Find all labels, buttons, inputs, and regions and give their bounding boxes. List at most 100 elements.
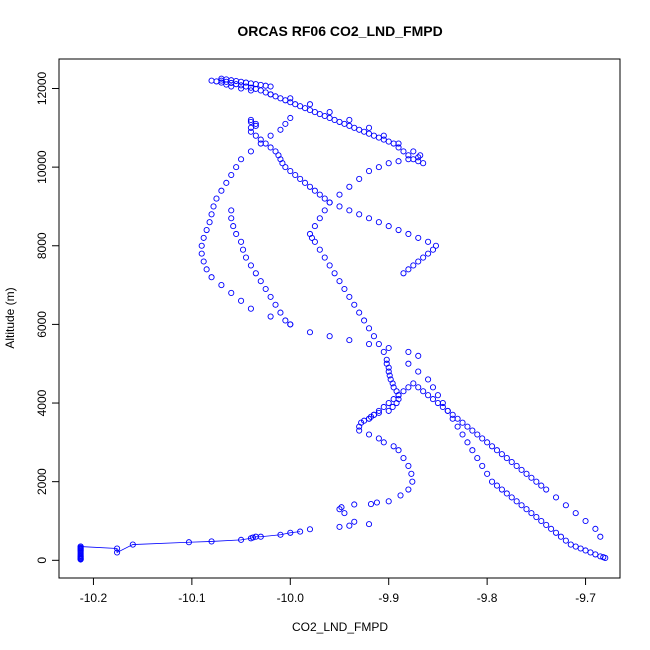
x-tick-label: -10.2 xyxy=(80,591,108,605)
data-series xyxy=(218,75,274,90)
data-point xyxy=(321,207,328,214)
data-point xyxy=(454,423,461,430)
data-point xyxy=(267,144,274,151)
data-point xyxy=(365,521,373,528)
data-point xyxy=(297,528,304,535)
data-point xyxy=(306,329,314,336)
data-point xyxy=(77,543,84,550)
y-tick-label: 12000 xyxy=(35,71,49,105)
data-point xyxy=(238,156,245,163)
data-point xyxy=(380,439,387,446)
data-point xyxy=(257,81,264,88)
data-point xyxy=(375,134,382,141)
data-point xyxy=(321,195,328,202)
data-point xyxy=(415,352,422,359)
data-point xyxy=(277,531,284,538)
data-point xyxy=(434,399,441,407)
data-point xyxy=(198,250,205,257)
data-point xyxy=(218,282,225,289)
data-point xyxy=(346,522,353,529)
data-point xyxy=(341,285,348,293)
data-point xyxy=(228,207,235,214)
data-point xyxy=(429,396,437,403)
data-point xyxy=(230,223,237,230)
y-axis: 0 2000 4000 6000 8000 10000 12000 xyxy=(35,71,60,564)
data-point xyxy=(390,384,397,391)
data-point xyxy=(557,533,564,540)
data-point xyxy=(326,199,333,206)
data-point xyxy=(336,506,343,513)
data-point xyxy=(267,83,274,90)
data-point xyxy=(513,462,520,469)
data-point xyxy=(365,124,373,131)
data-point xyxy=(267,91,274,98)
data-point xyxy=(444,407,451,414)
x-axis: -10.2 -10.1 -10.0 -9.9 -9.8 -9.7 xyxy=(80,577,596,605)
data-point xyxy=(356,126,363,133)
data-point xyxy=(572,543,579,550)
data-point xyxy=(365,215,373,222)
data-point xyxy=(233,164,240,171)
data-point xyxy=(272,148,279,155)
data-point xyxy=(385,399,392,407)
y-tick-label: 8000 xyxy=(35,232,49,259)
data-point xyxy=(311,187,318,194)
data-point xyxy=(242,79,250,86)
data-point xyxy=(577,545,584,552)
data-point xyxy=(385,138,392,145)
data-point xyxy=(336,203,343,210)
data-point xyxy=(365,415,373,422)
data-point xyxy=(272,93,279,100)
data-point xyxy=(386,372,393,379)
data-point xyxy=(425,238,432,245)
data-point xyxy=(365,431,373,438)
y-tick-label: 4000 xyxy=(35,389,49,416)
data-line xyxy=(80,531,301,554)
data-point xyxy=(262,82,269,89)
data-point xyxy=(267,293,274,300)
x-tick-label: -9.7 xyxy=(575,591,596,605)
data-point xyxy=(400,455,407,462)
data-point xyxy=(380,403,387,411)
data-point xyxy=(210,203,217,210)
data-point xyxy=(365,130,373,137)
data-point xyxy=(262,140,269,147)
data-point xyxy=(365,325,373,332)
data-point xyxy=(543,521,550,528)
data-point xyxy=(282,317,289,324)
data-point xyxy=(459,431,466,438)
data-point xyxy=(410,148,417,155)
data-point xyxy=(459,419,466,426)
data-point xyxy=(602,554,609,561)
data-point xyxy=(257,136,264,143)
data-point xyxy=(562,537,569,544)
y-tick-label: 6000 xyxy=(35,311,49,338)
data-point xyxy=(367,501,375,508)
data-point xyxy=(523,470,530,477)
data-point xyxy=(114,549,121,556)
data-point xyxy=(279,160,286,167)
data-point xyxy=(454,415,461,422)
data-point xyxy=(292,101,299,108)
data-point xyxy=(223,179,230,186)
plot-frame xyxy=(58,58,621,579)
data-point xyxy=(233,230,240,238)
data-point xyxy=(408,470,415,477)
data-point xyxy=(420,254,427,261)
data-point xyxy=(208,274,215,281)
data-point xyxy=(200,234,207,241)
data-point xyxy=(373,499,380,506)
data-point xyxy=(508,458,515,466)
data-point xyxy=(503,490,510,497)
data-point xyxy=(365,168,373,175)
data-point xyxy=(410,156,417,163)
data-point xyxy=(277,126,284,133)
data-point xyxy=(238,238,245,245)
y-tick-label: 10000 xyxy=(35,150,49,184)
data-point xyxy=(356,211,363,218)
data-point xyxy=(247,305,254,312)
data-point xyxy=(582,547,589,554)
data-point xyxy=(341,120,348,127)
data-point xyxy=(282,120,289,127)
